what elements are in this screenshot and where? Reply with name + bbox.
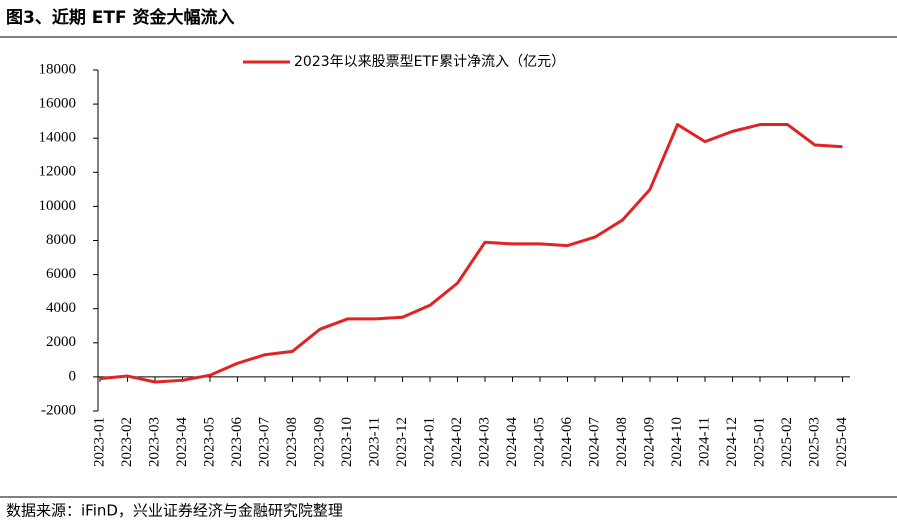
y-tick-label: 6000 <box>46 266 76 282</box>
x-tick-label: 2023-10 <box>339 417 355 467</box>
x-tick-label: 2024-11 <box>696 417 712 466</box>
x-tick-label: 2023-07 <box>256 417 272 467</box>
y-tick-label: 18000 <box>39 61 77 77</box>
y-tick-label: 2000 <box>46 334 76 350</box>
y-tick-label: 10000 <box>39 198 77 214</box>
page-title: 图3、近期 ETF 资金大幅流入 <box>6 7 235 28</box>
x-tick-label: 2024-01 <box>421 417 437 467</box>
x-tick-label: 2023-08 <box>284 417 300 467</box>
x-tick-label: 2024-02 <box>449 417 465 467</box>
x-tick-label: 2024-10 <box>669 417 685 467</box>
x-tick-label: 2023-09 <box>311 417 327 467</box>
x-tick-label: 2023-02 <box>119 417 135 467</box>
x-tick-label: 2023-12 <box>394 417 410 467</box>
x-tick-label: 2024-06 <box>559 417 575 467</box>
y-tick-label: -2000 <box>41 402 76 418</box>
x-tick-label: 2023-06 <box>229 417 245 467</box>
x-tick-label: 2023-05 <box>201 417 217 467</box>
x-tick-label: 2025-02 <box>779 417 795 467</box>
x-tick-label: 2024-04 <box>504 417 520 467</box>
x-tick-label: 2024-09 <box>641 417 657 467</box>
legend-label: 2023年以来股票型ETF累计净流入（亿元） <box>294 54 565 70</box>
x-tick-label: 2023-03 <box>146 417 162 467</box>
x-tick-label: 2025-04 <box>834 417 850 467</box>
y-tick-label: 0 <box>69 368 77 384</box>
y-tick-label: 12000 <box>39 164 77 180</box>
x-tick-label: 2024-03 <box>476 417 492 467</box>
x-tick-label: 2024-08 <box>614 417 630 467</box>
y-tick-label: 16000 <box>39 96 77 112</box>
x-tick-label: 2023-04 <box>174 417 190 467</box>
x-tick-label: 2023-01 <box>91 417 107 467</box>
x-tick-label: 2025-01 <box>751 417 767 467</box>
x-tick-label: 2023-11 <box>366 417 382 466</box>
data-line <box>99 123 843 384</box>
x-tick-label: 2024-05 <box>531 417 547 467</box>
x-tick-label: 2025-03 <box>806 417 822 467</box>
y-tick-label: 4000 <box>46 300 76 316</box>
y-tick-label: 8000 <box>46 232 76 248</box>
source-note: 数据来源：iFinD，兴业证券经济与金融研究院整理 <box>6 502 343 520</box>
x-tick-label: 2024-07 <box>586 417 602 467</box>
x-tick-label: 2024-12 <box>724 417 740 467</box>
y-tick-label: 14000 <box>39 130 77 146</box>
